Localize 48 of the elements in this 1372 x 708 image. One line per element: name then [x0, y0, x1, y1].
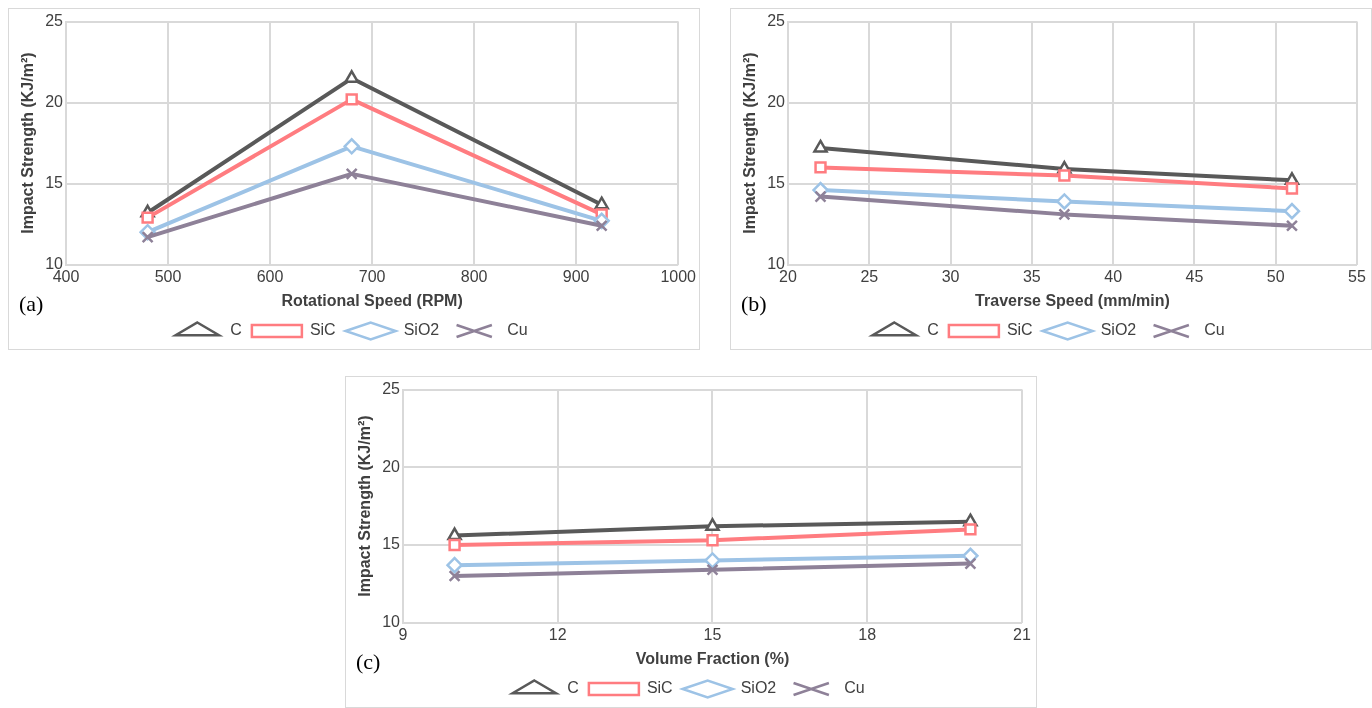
x-tick-label: 900 — [562, 267, 590, 285]
legend-label: C — [927, 321, 939, 339]
x-tick-label: 25 — [860, 267, 879, 285]
legend-label: C — [567, 679, 579, 697]
x-tick-label: 600 — [256, 267, 284, 285]
y-axis-title: Impact Strength (KJ/m²) — [356, 415, 374, 597]
x-tick-label: 21 — [1013, 625, 1031, 643]
legend-label: SiC — [1006, 321, 1033, 339]
legend-label: Cu — [844, 679, 865, 697]
y-tick-label: 20 — [382, 457, 401, 475]
text: (a) — [19, 291, 44, 316]
y-tick-label: 20 — [767, 93, 786, 111]
x-tick-label: 800 — [460, 267, 488, 285]
y-tick-label: 15 — [382, 535, 401, 553]
text: (c) — [356, 649, 381, 674]
x-axis-title: Rotational Speed (RPM) — [281, 291, 463, 309]
x-tick-label: 35 — [1022, 267, 1041, 285]
y-axis-title: Impact Strength (KJ/m²) — [741, 52, 759, 234]
legend-label: SiC — [309, 321, 336, 339]
x-axis-title: Volume Fraction (%) — [635, 649, 790, 667]
x-tick-label: 500 — [154, 267, 182, 285]
x-tick-label: 55 — [1348, 267, 1366, 285]
y-tick-label: 15 — [45, 174, 64, 192]
legend-label: SiO2 — [740, 679, 777, 697]
legend-label: SiO2 — [403, 321, 440, 339]
legend-label: SiO2 — [1100, 321, 1137, 339]
x-tick-label: 40 — [1104, 267, 1123, 285]
x-tick-label: 45 — [1185, 267, 1204, 285]
y-axis-title: Impact Strength (KJ/m²) — [19, 52, 37, 234]
legend-label: Cu — [507, 321, 528, 339]
x-tick-label: 30 — [941, 267, 960, 285]
legend-label: C — [230, 321, 242, 339]
y-tick-label: 20 — [45, 93, 64, 111]
legend-label: SiC — [646, 679, 673, 697]
x-axis-title: Traverse Speed (mm/min) — [975, 291, 1170, 309]
legend-label: Cu — [1204, 321, 1225, 339]
x-tick-label: 12 — [548, 625, 567, 643]
y-tick-label: 25 — [382, 380, 401, 398]
y-tick-label: 25 — [767, 12, 786, 30]
y-tick-label: 15 — [767, 174, 786, 192]
x-tick-label: 9 — [398, 625, 408, 643]
x-tick-label: 15 — [703, 625, 722, 643]
y-tick-label: 25 — [45, 12, 64, 30]
x-tick-label: 700 — [358, 267, 386, 285]
x-tick-label: 1000 — [660, 267, 697, 285]
x-tick-label: 50 — [1266, 267, 1285, 285]
x-tick-label: 18 — [858, 625, 877, 643]
text: (b) — [741, 291, 767, 316]
